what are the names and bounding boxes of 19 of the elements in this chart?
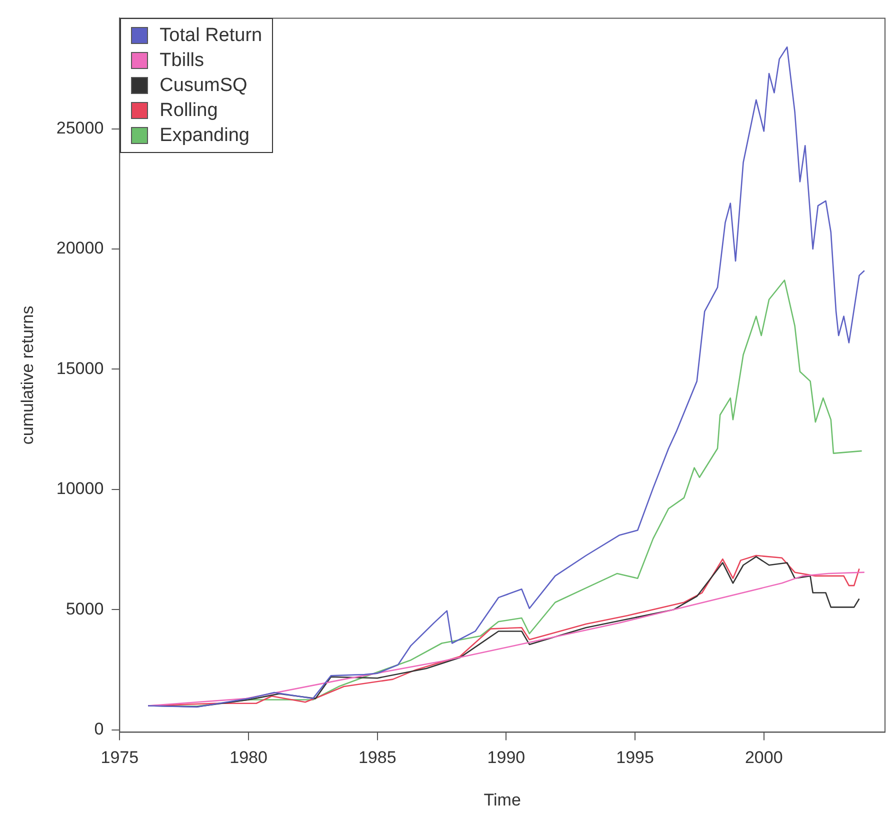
y-tick-label: 0	[94, 719, 104, 738]
y-axis-title: cumulative returns	[18, 306, 37, 445]
legend-label: Tbills	[160, 50, 204, 72]
x-axis-title: Time	[484, 790, 521, 810]
legend-label: Rolling	[160, 100, 218, 122]
y-tick-label: 15000	[56, 358, 104, 378]
legend-label: CusumSQ	[160, 74, 248, 97]
y-tick-label: 10000	[56, 479, 104, 498]
y-tick-label: 25000	[56, 118, 104, 138]
legend-label: Total Return	[160, 24, 262, 47]
legend-label: Expanding	[160, 124, 250, 147]
x-tick-label: 2000	[744, 748, 783, 768]
y-tick-label: 5000	[66, 599, 104, 618]
x-tick-label: 1990	[487, 748, 526, 768]
x-tick-label: 1980	[230, 748, 268, 768]
x-tick-label: 1995	[616, 748, 654, 768]
x-tick-label: 1975	[100, 748, 139, 768]
y-tick-label: 20000	[56, 238, 104, 258]
x-tick-label: 1985	[358, 748, 396, 768]
